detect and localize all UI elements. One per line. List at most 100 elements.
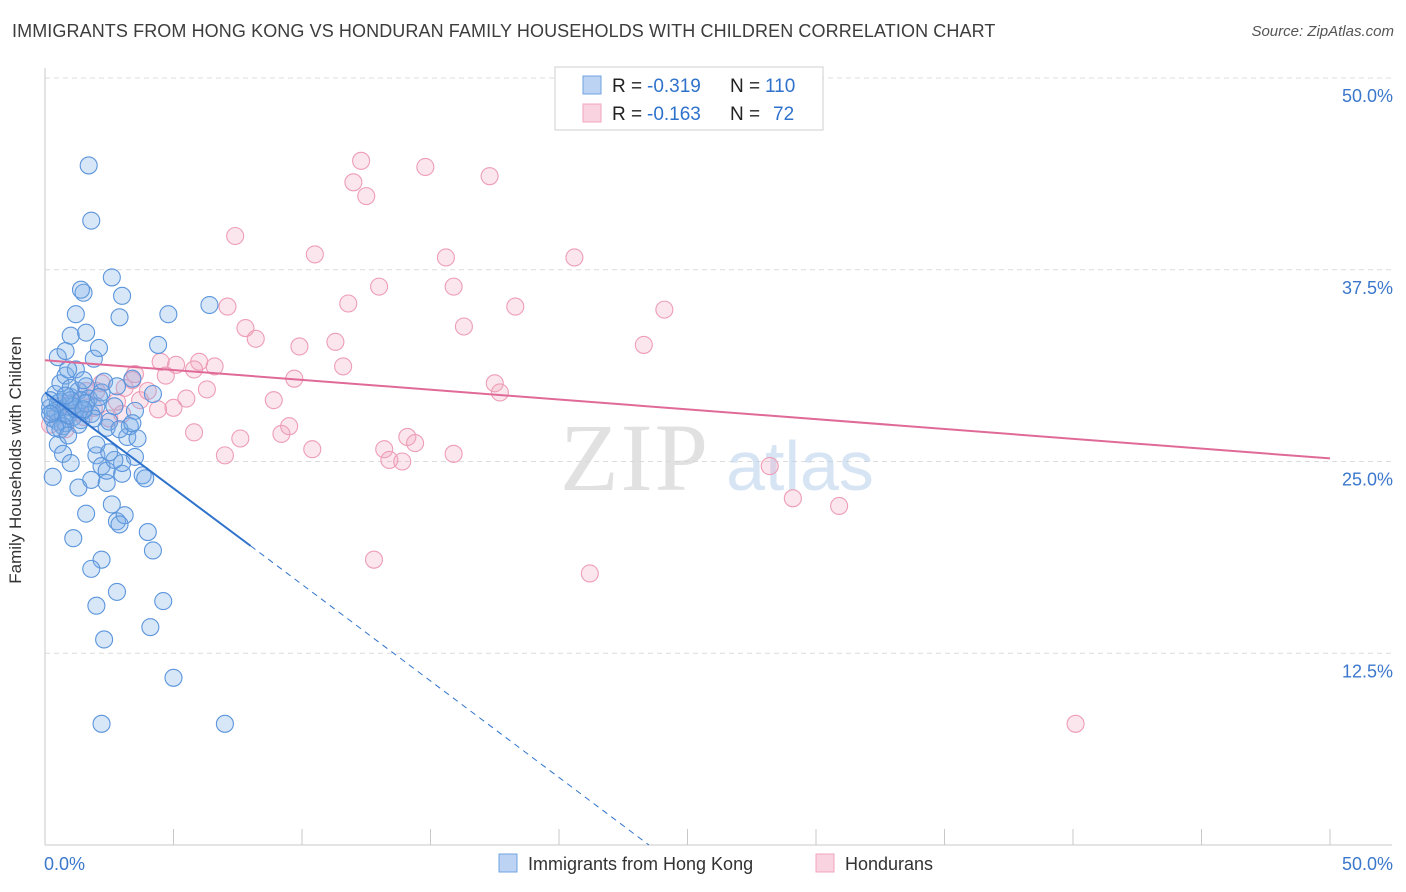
point-hondurans-49: [364, 550, 384, 569]
legend-swatch-hongkong: [498, 853, 518, 873]
stats-n-label-hongkong: N =: [730, 76, 765, 97]
point-hongkong-102: [115, 506, 134, 525]
point-hongkong-65: [133, 466, 152, 485]
point-hongkong-73: [141, 618, 160, 637]
point-hongkong-12: [53, 417, 73, 436]
axes: [44, 68, 1392, 846]
point-hongkong-32: [61, 326, 80, 345]
source-credit: Source: ZipAtlas.com: [1251, 23, 1394, 40]
y-tick-label-1: 25.0%: [1342, 470, 1393, 490]
trend-line-hongkong: [44, 391, 252, 547]
grid-lines: [45, 77, 1392, 654]
point-hongkong-105: [74, 400, 93, 419]
point-hongkong-59: [97, 473, 116, 493]
x-tick-label-0: 0.0%: [44, 854, 85, 874]
point-hondurans-63: [490, 383, 509, 402]
stats-n-label-hondurans: N =: [730, 104, 765, 125]
point-hongkong-55: [77, 504, 96, 523]
stats-n-value-hondurans: 72: [773, 104, 794, 125]
point-hondurans-69: [760, 457, 779, 476]
point-hongkong-50: [43, 467, 62, 486]
point-hondurans-19: [205, 357, 224, 376]
point-hongkong-31: [56, 342, 75, 361]
point-hongkong-95: [59, 426, 78, 445]
point-hongkong-103: [100, 443, 119, 462]
point-hongkong-25: [74, 371, 93, 390]
point-hondurans-68: [655, 300, 674, 319]
point-hongkong-88: [107, 377, 127, 396]
y-tick-label-2: 37.5%: [1342, 278, 1393, 298]
point-hongkong-39: [102, 268, 121, 287]
point-hondurans-37: [272, 424, 291, 443]
point-hongkong-108: [110, 515, 129, 534]
point-hondurans-57: [444, 277, 463, 296]
point-hondurans-22: [197, 380, 216, 399]
y-tick-label-0: 12.5%: [1342, 661, 1393, 681]
point-hongkong-62: [113, 464, 132, 483]
point-hondurans-21: [185, 360, 204, 379]
stats-r-value-hongkong: -0.319: [647, 76, 701, 97]
point-hongkong-74: [95, 630, 114, 649]
point-hondurans-40: [290, 337, 309, 356]
point-hongkong-49: [200, 295, 219, 315]
point-hondurans-44: [334, 357, 353, 376]
watermark: ZIP atlas: [560, 404, 874, 511]
point-hondurans-59: [444, 444, 463, 463]
chart-title: IMMIGRANTS FROM HONG KONG VS HONDURAN FA…: [12, 21, 996, 41]
data-points: [41, 151, 1085, 733]
point-hongkong-72: [154, 592, 173, 611]
series-legend: Immigrants from Hong Kong Hondurans: [498, 853, 933, 874]
point-hongkong-60: [102, 495, 121, 514]
point-hondurans-42: [305, 245, 324, 264]
point-hondurans-61: [480, 167, 499, 186]
point-hongkong-86: [59, 360, 78, 379]
point-hongkong-71: [107, 582, 127, 601]
point-hongkong-35: [71, 280, 91, 299]
point-hondurans-71: [830, 496, 849, 516]
point-hondurans-38: [280, 417, 299, 436]
point-hongkong-109: [123, 414, 142, 433]
point-hongkong-77: [215, 714, 234, 733]
point-hondurans-58: [436, 248, 455, 267]
legend-label-hongkong: Immigrants from Hong Kong: [528, 854, 753, 874]
point-hongkong-75: [164, 668, 183, 687]
point-hondurans-43: [326, 332, 345, 351]
point-hondurans-60: [454, 317, 473, 336]
x-tick-label-1: 50.0%: [1342, 854, 1393, 874]
point-hongkong-53: [61, 453, 80, 473]
point-hondurans-10: [115, 378, 134, 397]
stats-legend-swatch-hongkong: [582, 75, 602, 95]
point-hondurans-13: [138, 381, 157, 400]
point-hongkong-84: [84, 409, 103, 428]
point-hongkong-46: [143, 384, 162, 404]
watermark-zip: ZIP: [560, 404, 710, 511]
trend-lines: [44, 359, 1331, 846]
point-hondurans-34: [226, 226, 245, 246]
point-hondurans-45: [339, 294, 358, 313]
point-hongkong-76: [92, 714, 111, 733]
point-hondurans-66: [580, 564, 599, 583]
point-hongkong-69: [82, 559, 101, 578]
point-hondurans-35: [218, 297, 237, 316]
trend-line-hondurans: [44, 359, 1331, 460]
stats-legend: R = -0.319 N = 110 R = -0.163 N = 72: [554, 66, 824, 131]
point-hondurans-50: [370, 277, 389, 296]
point-hondurans-33: [236, 318, 255, 338]
point-hongkong-44: [123, 369, 142, 388]
tick-labels: 12.5% 25.0% 37.5% 50.0% 0.0% 50.0%: [44, 86, 1393, 874]
point-hondurans-30: [215, 446, 234, 465]
point-hondurans-56: [416, 157, 435, 177]
legend-swatch-hondurans: [815, 853, 835, 873]
point-hongkong-56: [82, 470, 101, 489]
point-hondurans-47: [352, 151, 371, 170]
point-hondurans-36: [264, 391, 283, 410]
point-hongkong-83: [105, 397, 124, 416]
point-hondurans-65: [565, 248, 584, 267]
stats-n-value-hongkong: 110: [765, 76, 795, 97]
point-hondurans-64: [506, 297, 525, 316]
watermark-atlas: atlas: [726, 427, 874, 505]
point-hongkong-67: [143, 541, 162, 560]
point-hongkong-43: [110, 308, 129, 327]
point-hondurans-67: [634, 335, 653, 354]
